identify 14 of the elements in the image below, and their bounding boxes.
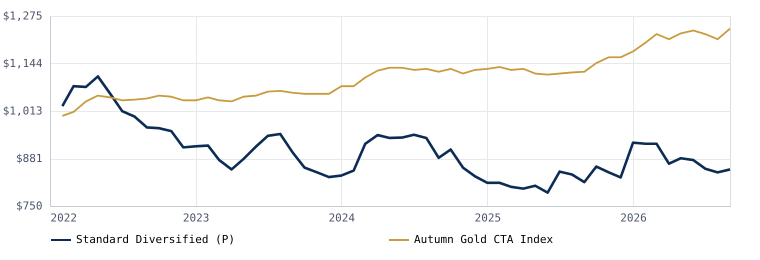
x-tick-label: 2026 [620, 212, 647, 224]
legend-label: Autumn Gold CTA Index [414, 233, 554, 246]
y-tick-label: $1,144 [2, 56, 43, 70]
x-tick-label: 2024 [328, 212, 356, 224]
x-tick-label: 2022 [50, 212, 77, 224]
y-tick-label: $750 [16, 200, 42, 212]
y-tick-label: $1,275 [2, 10, 42, 22]
line-series [61, 28, 731, 117]
x-tick-label: 2025 [474, 212, 502, 224]
y-tick-label: $1,013 [2, 104, 42, 118]
line-series [61, 75, 732, 194]
legend-label: Standard Diversified (P) [76, 233, 235, 246]
y-tick-label: $881 [16, 152, 42, 166]
x-tick-label: 2023 [182, 212, 210, 224]
